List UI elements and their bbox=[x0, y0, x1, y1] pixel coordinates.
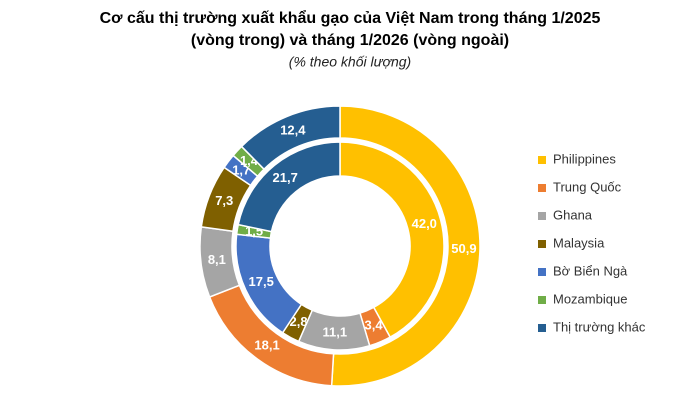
chart-subtitle: (% theo khối lượng) bbox=[289, 54, 411, 70]
data-label: 50,9 bbox=[451, 241, 476, 256]
legend-marker bbox=[538, 156, 546, 164]
data-label: 7,3 bbox=[215, 193, 233, 208]
legend-marker bbox=[538, 268, 546, 276]
legend-marker bbox=[538, 324, 546, 332]
data-label: 18,1 bbox=[254, 338, 279, 353]
data-label: 2,8 bbox=[290, 314, 308, 329]
data-label: 8,1 bbox=[208, 252, 226, 267]
legend-label: Ghana bbox=[553, 207, 593, 222]
chart-title: Cơ cấu thị trường xuất khẩu gạo của Việt… bbox=[100, 9, 601, 27]
legend-marker bbox=[538, 184, 546, 192]
legend-label: Bờ Biển Ngà bbox=[553, 263, 628, 278]
legend-marker bbox=[538, 296, 546, 304]
data-label: 12,4 bbox=[280, 123, 306, 138]
data-label: 17,5 bbox=[249, 274, 274, 289]
donut-segment bbox=[240, 105, 341, 171]
donut-segment bbox=[237, 141, 341, 233]
chart-title: (vòng trong) và tháng 1/2026 (vòng ngoài… bbox=[191, 32, 509, 49]
legend-label: Philippines bbox=[553, 151, 616, 166]
data-label: 11,1 bbox=[323, 324, 348, 339]
legend-marker bbox=[538, 240, 546, 248]
data-label: 42,0 bbox=[412, 216, 437, 231]
legend-label: Thị trường khác bbox=[553, 319, 646, 334]
legend-label: Trung Quốc bbox=[553, 179, 622, 194]
legend-marker bbox=[538, 212, 546, 220]
donut-segment bbox=[339, 141, 445, 339]
legend-label: Mozambique bbox=[553, 291, 627, 306]
donut-segment bbox=[330, 105, 481, 387]
data-label: 21,7 bbox=[273, 170, 298, 185]
data-label: 3,4 bbox=[365, 318, 384, 333]
legend-label: Malaysia bbox=[553, 235, 605, 250]
